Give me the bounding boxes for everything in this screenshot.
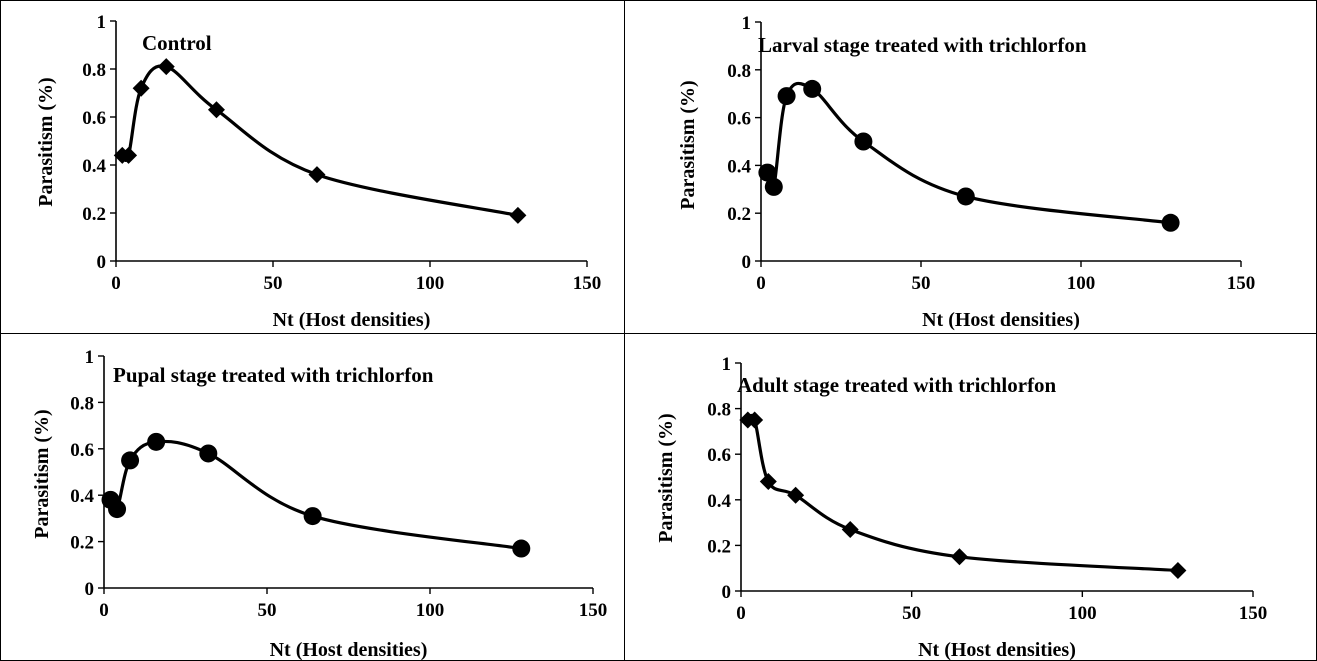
x-axis-title: Nt (Host densities) [918, 639, 1076, 661]
panel-title: Larval stage treated with trichlorfon [758, 33, 1087, 57]
y-axis-title: Parasitism (%) [677, 80, 699, 209]
data-point-circle [765, 178, 783, 196]
x-axis-title: Nt (Host densities) [273, 309, 431, 331]
y-tick-label: 0.2 [707, 536, 731, 557]
x-tick-label: 0 [736, 603, 746, 624]
data-point-circle [304, 507, 322, 525]
y-tick-label: 1 [722, 354, 732, 375]
x-tick-label: 0 [111, 273, 121, 294]
y-tick-label: 0.4 [727, 156, 751, 177]
y-tick-label: 0.8 [70, 393, 94, 414]
y-tick-label: 0.8 [707, 400, 731, 421]
x-tick-label: 100 [416, 600, 445, 621]
data-point-circle [199, 444, 217, 462]
y-tick-label: 0.6 [70, 440, 94, 461]
data-point-circle [108, 500, 126, 518]
data-point-diamond [158, 58, 175, 75]
data-point-circle [803, 80, 821, 98]
series-line [748, 415, 1178, 570]
y-tick-label: 0 [742, 252, 752, 273]
panel-title: Adult stage treated with trichlorfon [737, 373, 1057, 397]
y-axis-title: Parasitism (%) [35, 77, 57, 206]
series-line [111, 441, 522, 548]
y-tick-label: 0 [722, 582, 732, 603]
y-axis-title: Parasitism (%) [31, 409, 53, 538]
y-tick-label: 0.8 [82, 60, 106, 81]
data-point-circle [147, 433, 165, 451]
x-tick-label: 100 [1068, 603, 1097, 624]
x-tick-label: 150 [579, 600, 608, 621]
data-point-diamond [787, 487, 804, 504]
y-tick-label: 0.6 [727, 109, 751, 130]
y-tick-label: 0.2 [70, 533, 94, 554]
x-tick-label: 150 [1227, 273, 1256, 294]
x-tick-label: 50 [258, 600, 277, 621]
x-tick-label: 50 [912, 273, 931, 294]
data-point-circle [512, 540, 530, 558]
y-tick-label: 0.2 [727, 204, 751, 225]
x-axis-title: Nt (Host densities) [270, 639, 428, 661]
y-tick-label: 0.4 [707, 491, 731, 512]
x-axis-title: Nt (Host densities) [922, 309, 1080, 331]
data-point-circle [854, 133, 872, 151]
x-tick-label: 150 [1239, 603, 1268, 624]
x-tick-label: 150 [573, 273, 602, 294]
y-tick-label: 0.4 [82, 156, 106, 177]
data-point-diamond [133, 80, 150, 97]
panel-title: Pupal stage treated with trichlorfon [113, 363, 434, 387]
data-point-diamond [1169, 562, 1186, 579]
x-tick-label: 100 [1067, 273, 1096, 294]
panel-title: Control [142, 31, 212, 55]
data-point-diamond [308, 166, 325, 183]
x-tick-label: 100 [416, 273, 445, 294]
y-tick-label: 1 [742, 13, 752, 34]
series-line [122, 66, 518, 216]
data-point-diamond [951, 548, 968, 565]
y-axis-title: Parasitism (%) [655, 413, 677, 542]
data-point-circle [1162, 214, 1180, 232]
data-point-diamond [842, 521, 859, 538]
chart-panel: 0 0.2 0.4 0.6 0.8 1 0 50 100 150 Nt (Host densitie… [677, 13, 1255, 331]
data-point-circle [957, 187, 975, 205]
data-point-diamond [509, 207, 526, 224]
x-tick-label: 50 [264, 273, 283, 294]
y-tick-label: 0.8 [727, 61, 751, 82]
chart-panel: 0 0.2 0.4 0.6 0.8 1 0 50 100 150 Nt (Host densitie… [31, 347, 607, 661]
y-tick-label: 0.6 [82, 108, 106, 129]
chart-panel: 0 0.2 0.4 0.6 0.8 1 0 50 100 150 Nt (Host densitie… [655, 354, 1267, 661]
y-tick-label: 1 [97, 12, 107, 33]
y-tick-label: 0.6 [707, 445, 731, 466]
x-tick-label: 0 [756, 273, 766, 294]
chart-panel: 0 0.2 0.4 0.6 0.8 1 0 50 100 150 Nt (Host densitie… [35, 12, 601, 331]
y-tick-label: 0 [85, 579, 95, 600]
data-point-circle [121, 451, 139, 469]
x-tick-label: 0 [99, 600, 109, 621]
y-tick-label: 1 [85, 347, 95, 368]
y-tick-label: 0.4 [70, 486, 94, 507]
y-tick-label: 0 [97, 252, 107, 273]
y-tick-label: 0.2 [82, 204, 106, 225]
x-tick-label: 50 [902, 603, 921, 624]
data-point-circle [778, 87, 796, 105]
